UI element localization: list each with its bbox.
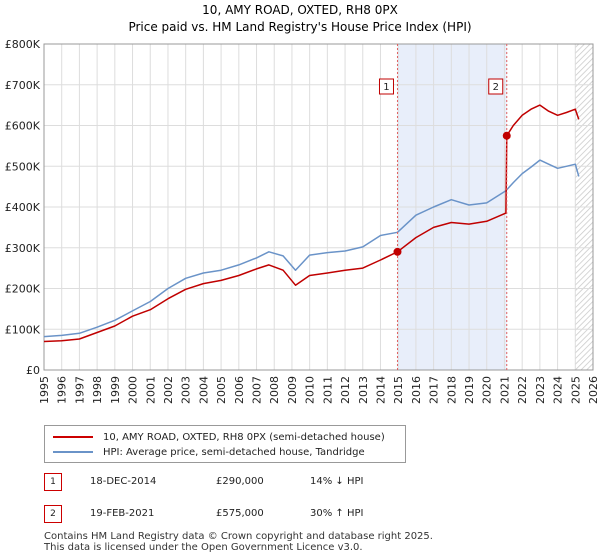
sale-date: 19-FEB-2021 bbox=[90, 508, 155, 519]
x-tick-label: 2014 bbox=[374, 376, 387, 404]
x-tick-label: 2019 bbox=[463, 376, 476, 404]
x-tick-label: 2000 bbox=[127, 376, 140, 404]
sale-price: £290,000 bbox=[216, 476, 264, 487]
x-tick-label: 2009 bbox=[286, 376, 299, 404]
x-tick-label: 1997 bbox=[73, 376, 86, 404]
x-tick-label: 2008 bbox=[268, 376, 281, 404]
legend-swatch-property bbox=[53, 436, 93, 438]
legend-label-property: 10, AMY ROAD, OXTED, RH8 0PX (semi-detac… bbox=[103, 431, 385, 443]
x-tick-label: 2007 bbox=[251, 376, 264, 404]
sale-point bbox=[502, 131, 511, 140]
x-tick-label: 1998 bbox=[91, 376, 104, 404]
sale-point bbox=[393, 247, 402, 256]
x-tick-label: 2021 bbox=[498, 376, 511, 404]
x-tick-label: 2025 bbox=[569, 376, 582, 404]
chart-legend: 10, AMY ROAD, OXTED, RH8 0PX (semi-detac… bbox=[44, 425, 406, 463]
y-tick-label: £300K bbox=[5, 242, 41, 255]
legend-swatch-hpi bbox=[53, 451, 93, 453]
sale-marker-label: 1 bbox=[383, 82, 389, 93]
x-tick-label: 2018 bbox=[445, 376, 458, 404]
sale-date: 18-DEC-2014 bbox=[90, 476, 157, 487]
y-tick-label: £500K bbox=[5, 160, 41, 173]
sale-marker-box bbox=[488, 78, 504, 95]
series-line-hpi bbox=[43, 159, 580, 338]
y-tick-label: £400K bbox=[5, 201, 41, 214]
x-tick-label: 2024 bbox=[552, 376, 565, 404]
y-tick-label: £800K bbox=[5, 38, 41, 51]
y-tick-label: £700K bbox=[5, 79, 41, 92]
x-tick-label: 2015 bbox=[392, 376, 405, 404]
x-tick-label: 1995 bbox=[38, 376, 51, 404]
x-tick-label: 2010 bbox=[304, 376, 317, 404]
footer: Contains HM Land Registry data © Crown c… bbox=[44, 531, 433, 553]
x-tick-label: 2004 bbox=[197, 376, 210, 404]
x-tick-label: 2011 bbox=[321, 376, 334, 404]
x-tick-label: 2017 bbox=[428, 376, 441, 404]
x-tick-label: 2016 bbox=[410, 376, 423, 404]
x-tick-label: 1996 bbox=[56, 376, 69, 404]
price-chart: 10, AMY ROAD, OXTED, RH8 0PX Price paid … bbox=[5, 3, 600, 404]
x-tick-label: 2002 bbox=[162, 376, 175, 404]
y-tick-label: £600K bbox=[5, 120, 41, 133]
x-tick-label: 1999 bbox=[109, 376, 122, 404]
sale-marker-box bbox=[378, 78, 394, 95]
x-tick-label: 2022 bbox=[516, 376, 529, 404]
series-line-property bbox=[43, 104, 580, 343]
plot-frame bbox=[43, 43, 594, 371]
footer-licence: This data is licensed under the Open Gov… bbox=[44, 542, 363, 553]
sale-marker-badge: 2 bbox=[44, 505, 62, 523]
footer-copyright: Contains HM Land Registry data © Crown c… bbox=[44, 531, 433, 542]
x-tick-label: 2012 bbox=[339, 376, 352, 404]
x-tick-label: 2026 bbox=[587, 376, 600, 404]
legend-label-hpi: HPI: Average price, semi-detached house,… bbox=[103, 446, 365, 458]
x-tick-label: 2006 bbox=[233, 376, 246, 404]
chart-title: 10, AMY ROAD, OXTED, RH8 0PX bbox=[202, 3, 398, 17]
sale-marker-badge: 1 bbox=[44, 473, 62, 491]
x-tick-label: 2005 bbox=[215, 376, 228, 404]
sale-marker-label: 2 bbox=[493, 82, 499, 93]
sale-price: £575,000 bbox=[216, 508, 264, 519]
y-tick-label: £0 bbox=[26, 364, 40, 377]
y-tick-label: £100K bbox=[5, 323, 41, 336]
chart-subtitle: Price paid vs. HM Land Registry's House … bbox=[128, 20, 471, 34]
legend-item-property: 10, AMY ROAD, OXTED, RH8 0PX (semi-detac… bbox=[53, 430, 385, 444]
x-tick-label: 2023 bbox=[534, 376, 547, 404]
y-tick-label: £200K bbox=[5, 283, 41, 296]
legend-item-hpi: HPI: Average price, semi-detached house,… bbox=[53, 445, 365, 459]
x-tick-label: 2020 bbox=[481, 376, 494, 404]
sale-hpi-change: 14% ↓ HPI bbox=[310, 476, 364, 487]
x-tick-label: 2013 bbox=[357, 376, 370, 404]
x-tick-label: 2003 bbox=[180, 376, 193, 404]
sale-hpi-change: 30% ↑ HPI bbox=[310, 508, 364, 519]
x-tick-label: 2001 bbox=[144, 376, 157, 404]
